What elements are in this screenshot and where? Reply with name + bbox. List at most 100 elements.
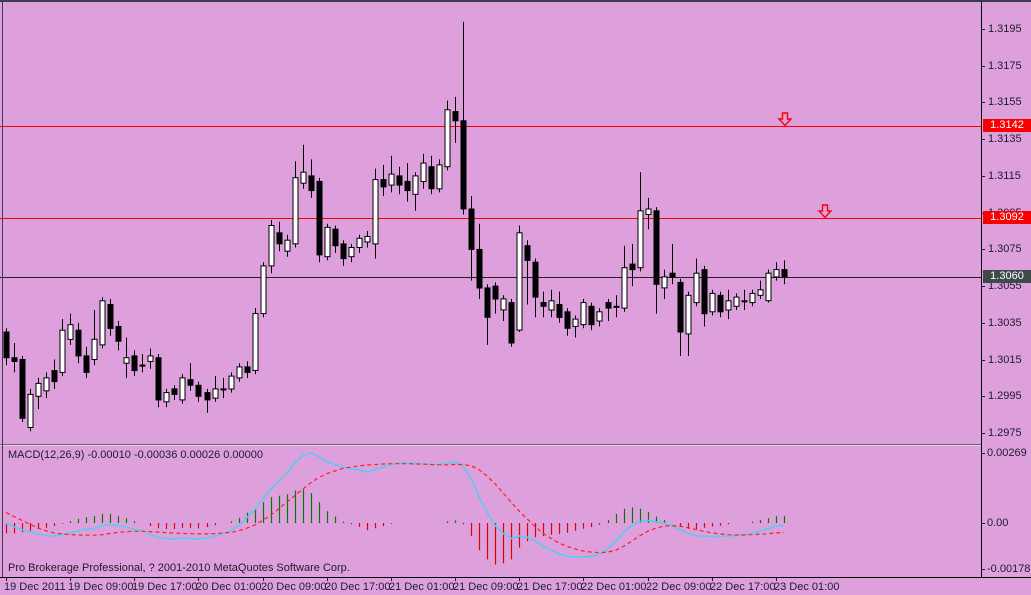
time-tick-label: 23 Dec 01:00 [774,581,840,593]
sell-arrow-icon[interactable] [817,204,833,219]
candle [324,223,331,261]
macd-indicator-label: MACD(12,26,9) -0.00010 -0.00036 0.00026 … [8,449,264,461]
time-tick-label: 22 Dec 09:00 [646,581,712,593]
sell-arrow-icon[interactable] [777,112,793,127]
copyright-text: Pro Brokerage Professional, ? 2001-2010 … [8,562,350,574]
candle [765,269,772,303]
price-tick-label: 1.3075 [988,243,1022,255]
candle [685,291,692,356]
candle [139,354,146,373]
candle [629,243,636,287]
candle [204,388,211,413]
price-tick-mark [981,433,985,434]
time-tick-mark [327,577,328,581]
candle [179,374,186,404]
candle [163,388,170,408]
time-tick-label: 19 Dec 09:00 [68,581,134,593]
candle [83,346,90,378]
candle [500,295,507,321]
candle [588,302,595,331]
candle [773,262,780,281]
price-tick-label: 1.3115 [988,170,1021,182]
time-tick-mark [712,577,713,581]
window-left-border [2,2,3,577]
candle [244,361,251,378]
time-tick-label: 20 Dec 17:00 [325,581,391,593]
time-tick-label: 19 Dec 2011 [4,581,66,593]
candle [436,159,443,193]
candle [444,100,451,171]
candle [484,284,491,345]
macd-tick-label: -0.00178 [987,563,1031,575]
candle [155,354,162,408]
candle [452,96,459,143]
candle [677,278,684,356]
time-tick-label: 21 Dec 01:00 [389,581,455,593]
price-level-badge: 1.3142 [983,119,1031,132]
window-top-border [0,0,1031,2]
price-tick-label: 1.3175 [988,60,1022,72]
price-tick-label: 1.3015 [988,354,1022,366]
candle [596,308,603,327]
price-tick-label: 1.3135 [988,133,1022,145]
time-tick-mark [583,577,584,581]
pane-separator[interactable] [0,444,981,445]
candle [187,363,194,391]
candle [276,221,283,252]
price-tick-mark [981,323,985,324]
price-tick-mark [981,286,985,287]
candle [572,315,579,338]
macd-tick-mark [981,453,985,454]
time-tick-mark [134,577,135,581]
candle [316,177,323,263]
price-tick-mark [981,176,985,177]
candle [749,289,756,307]
time-tick-label: 20 Dec 01:00 [196,581,262,593]
price-tick-mark [981,360,985,361]
candle [147,348,154,369]
time-tick-label: 19 Dec 17:00 [132,581,198,593]
candle [35,377,42,410]
candle [621,245,628,312]
price-level-badge: 1.3092 [983,211,1031,224]
time-tick-label: 22 Dec 01:00 [581,581,647,593]
candle [532,258,539,318]
macd-tick-mark [981,523,985,524]
candle [220,377,227,399]
pane-separator-highlight [0,445,981,446]
candle [725,289,732,320]
price-tick-mark [981,139,985,140]
time-tick-mark [70,577,71,581]
candle [212,376,219,402]
macd-tick-mark [981,569,985,570]
candle [645,197,652,230]
candle [693,258,700,307]
candle [107,298,114,336]
candle [404,163,411,202]
candle [27,388,34,432]
macd-indicator-pane[interactable] [0,446,981,577]
candle [99,297,106,349]
candle [228,372,235,393]
price-level-badge: 1.3060 [983,270,1031,283]
candle [613,295,620,318]
time-tick-mark [198,577,199,581]
candle [348,243,355,263]
price-tick-mark [981,396,985,397]
candle [388,155,395,193]
time-tick-label: 20 Dec 09:00 [261,581,327,593]
candle [428,155,435,195]
candle [171,385,178,400]
candle [468,196,475,281]
price-tick-label: 1.3055 [988,280,1022,292]
main-chart-pane[interactable] [0,0,981,444]
candle [332,225,339,253]
candle [548,289,555,318]
candle [236,363,243,382]
time-tick-mark [776,577,777,581]
candle [19,355,26,422]
price-tick-mark [981,29,985,30]
candle [420,153,427,189]
candle [396,166,403,195]
time-tick-mark [263,577,264,581]
